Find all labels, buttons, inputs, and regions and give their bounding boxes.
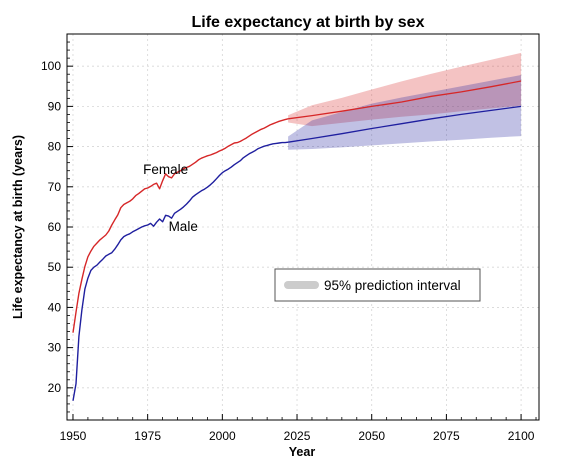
y-tick-label-40: 40 [48,300,62,314]
x-tick-label-1975: 1975 [134,429,161,443]
male-prediction-interval [288,75,522,150]
x-tick-label-2075: 2075 [433,429,460,443]
y-tick-label-70: 70 [48,180,62,194]
female-series-label: Female [143,162,188,177]
chart-title: Life expectancy at birth by sex [192,14,425,31]
y-tick-label-60: 60 [48,220,62,234]
legend: 95% prediction interval [274,268,481,302]
female-prediction-interval [288,52,522,127]
x-tick-label-2025: 2025 [284,429,311,443]
female-observed-line [72,118,289,333]
x-axis-title: Year [289,445,316,459]
legend-label: 95% prediction interval [324,278,461,293]
male-series-label: Male [169,219,198,234]
y-axis-title: Life expectancy at birth (years) [11,135,25,319]
x-tick-label-2100: 2100 [508,429,535,443]
y-tick-label-80: 80 [48,140,62,154]
x-tick-label-2050: 2050 [358,429,385,443]
female-projection-line [288,80,522,120]
x-tick-label-2000: 2000 [209,429,236,443]
plot-area: Female Male 20 30 40 50 60 70 80 90 100 1950 1975 200… [41,34,539,443]
y-tick-label-30: 30 [48,341,62,355]
y-tick-label-20: 20 [48,381,62,395]
plot-frame [66,33,540,421]
x-tick-label-1950: 1950 [60,429,87,443]
y-tick-label-90: 90 [48,99,62,113]
y-tick-label-100: 100 [41,59,61,73]
male-projection-line [288,105,522,143]
y-tick-label-50: 50 [48,260,62,274]
male-observed-line [72,141,289,401]
